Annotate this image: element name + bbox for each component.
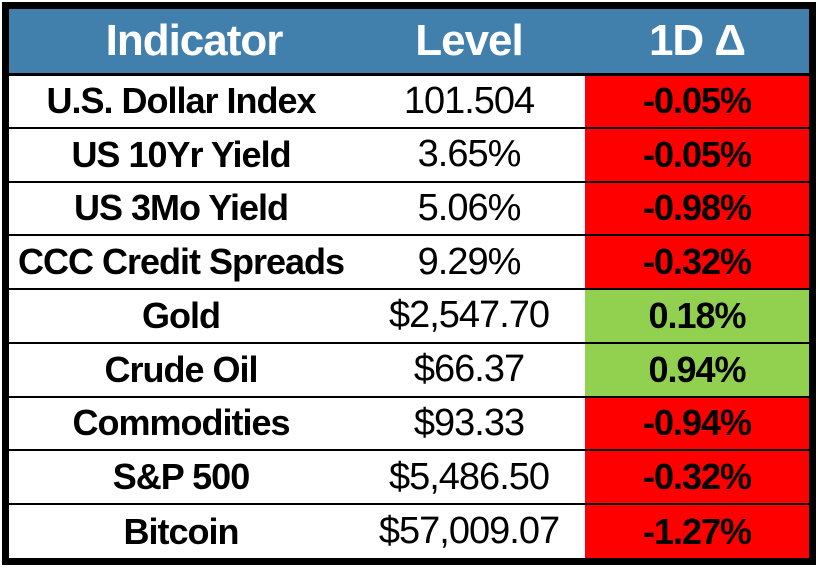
delta-cell: -0.94% — [585, 395, 809, 451]
indicator-name-cell: US 10Yr Yield — [9, 126, 353, 182]
delta-cell: -0.98% — [585, 180, 809, 236]
table-row: US 10Yr Yield 3.65% -0.05% — [9, 126, 809, 182]
column-header-level: Level — [353, 9, 585, 76]
delta-cell: -1.27% — [585, 503, 809, 558]
delta-cell: 0.18% — [585, 288, 809, 343]
delta-cell: -0.32% — [585, 449, 809, 505]
indicator-name-cell: U.S. Dollar Index — [46, 80, 316, 122]
level-value-cell: $93.33 — [353, 395, 585, 451]
level-value-cell: $5,486.50 — [353, 449, 585, 505]
level-value-cell: $2,547.70 — [353, 288, 585, 343]
column-header-1d-delta: 1D Δ — [585, 9, 809, 76]
table-row: Bitcoin $57,009.07 -1.27% — [9, 503, 809, 558]
indicator-name-cell: Gold — [9, 288, 353, 343]
delta-cell: -0.05% — [585, 74, 809, 128]
indicator-name-cell: Crude Oil — [9, 341, 353, 397]
table-row: CCC Credit Spreads 9.29% -0.32% — [9, 234, 809, 290]
indicator-name-cell: S&P 500 — [9, 449, 353, 505]
indicators-table: Indicator Level 1D Δ U.S. Dollar Index 1… — [9, 9, 809, 558]
level-value-cell: 9.29% — [353, 234, 585, 290]
table-row: U.S. Dollar Index 101.504 -0.05% — [9, 74, 809, 128]
level-value-cell: 5.06% — [353, 180, 585, 236]
indicator-name-cell: US 3Mo Yield — [9, 180, 353, 236]
indicator-name-cell: Bitcoin — [9, 503, 353, 558]
delta-cell: -0.05% — [585, 126, 809, 182]
level-value-cell: $66.37 — [353, 341, 585, 397]
delta-cell: -0.32% — [585, 234, 809, 290]
table-row: Crude Oil $66.37 0.94% — [9, 341, 809, 397]
table-body: U.S. Dollar Index 101.504 -0.05% US 10Yr… — [9, 74, 809, 558]
column-header-indicator: Indicator — [9, 9, 353, 76]
header-row: Indicator Level 1D Δ — [9, 9, 809, 76]
table-row: Gold $2,547.70 0.18% — [9, 288, 809, 343]
table-row: Commodities $93.33 -0.94% — [9, 395, 809, 451]
level-value-cell: 101.504 — [403, 79, 535, 122]
table-row: US 3Mo Yield 5.06% -0.98% — [9, 180, 809, 236]
delta-cell: 0.94% — [585, 341, 809, 397]
indicator-name-cell: CCC Credit Spreads — [9, 234, 353, 290]
table-row: S&P 500 $5,486.50 -0.32% — [9, 449, 809, 505]
indicator-name-cell: Commodities — [9, 395, 353, 451]
level-value-cell: 3.65% — [353, 126, 585, 182]
level-value-cell: $57,009.07 — [353, 503, 585, 558]
